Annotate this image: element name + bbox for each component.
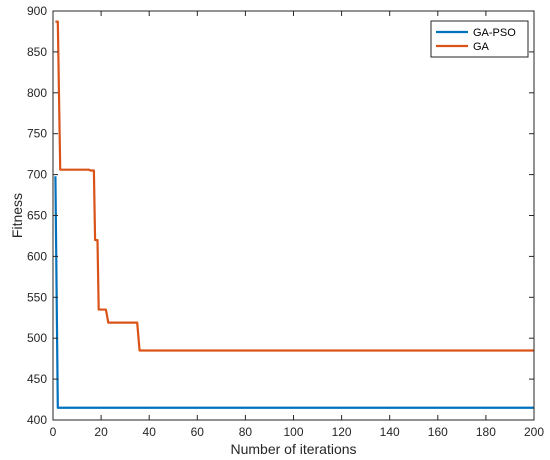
ticks-layer: 0 20 40 60 80 100 120 140 160 180 200 400 450 500 550 6… xyxy=(27,4,544,439)
x-tick-label: 160 xyxy=(428,425,448,439)
y-tick-label: 800 xyxy=(27,86,47,100)
y-tick-label: 700 xyxy=(27,168,47,182)
x-tick-label: 180 xyxy=(476,425,496,439)
plot-layer xyxy=(54,20,534,409)
y-tick-label: 500 xyxy=(27,331,47,345)
x-tick-label: 100 xyxy=(283,425,303,439)
y-tick-label: 650 xyxy=(27,209,47,223)
legend-label-1: GA-PSO xyxy=(473,27,516,39)
legend-label-2: GA xyxy=(473,41,490,53)
y-tick-label: 750 xyxy=(27,127,47,141)
series-line-1 xyxy=(54,176,534,409)
x-tick-label: 140 xyxy=(380,425,400,439)
x-tick-label: 80 xyxy=(239,425,253,439)
plot-frame xyxy=(52,10,535,421)
x-tick-label: 40 xyxy=(143,425,157,439)
x-tick-label: 0 xyxy=(50,425,57,439)
x-tick-label: 20 xyxy=(94,425,108,439)
x-tick-label: 200 xyxy=(524,425,544,439)
x-tick-label: 120 xyxy=(332,425,352,439)
y-tick-label: 550 xyxy=(27,290,47,304)
y-tick-label: 400 xyxy=(27,413,47,427)
y-tick-label: 450 xyxy=(27,372,47,386)
y-tick-label: 600 xyxy=(27,249,47,263)
x-tick-label: 60 xyxy=(191,425,205,439)
series-line-2 xyxy=(55,20,534,352)
y-tick-label: 900 xyxy=(27,4,47,18)
y-tick-label: 850 xyxy=(27,45,47,59)
legend-box xyxy=(430,20,529,58)
x-axis-label: Number of iterations xyxy=(230,441,356,457)
legend: GA-PSO GA xyxy=(430,20,529,58)
y-axis-label: Fitness xyxy=(9,193,25,238)
